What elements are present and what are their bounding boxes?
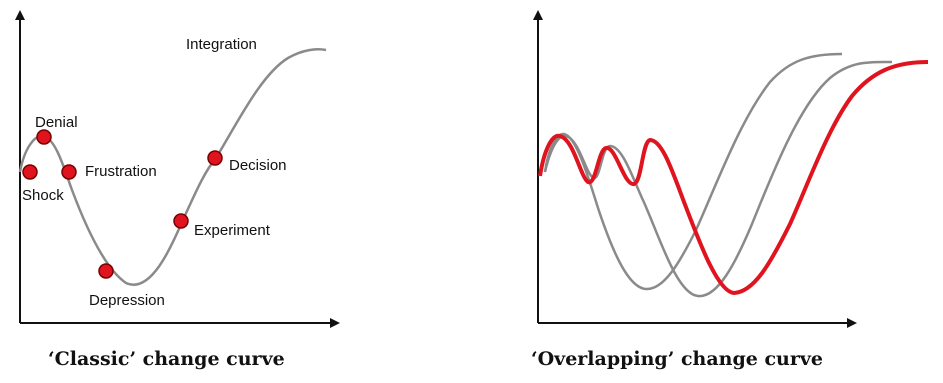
integration-label: Integration <box>186 36 257 53</box>
denial-label: Denial <box>35 114 78 131</box>
decision-marker <box>207 150 223 166</box>
frustration-label: Frustration <box>85 163 157 180</box>
overlapping-curve-panel <box>533 10 929 328</box>
experiment-marker <box>173 213 189 229</box>
denial-marker <box>36 129 52 145</box>
classic-curve-panel: Integration Denial Frustration Decision … <box>15 10 340 328</box>
overlapping-gray-curve-2 <box>543 60 893 298</box>
frustration-marker <box>61 164 77 180</box>
classic-change-curve <box>18 48 327 286</box>
overlapping-red-curve <box>538 60 929 296</box>
shock-marker <box>22 164 38 180</box>
depression-label: Depression <box>89 292 165 309</box>
experiment-label: Experiment <box>194 222 271 239</box>
classic-curve-caption: ‘Classic’ change curve <box>48 348 285 370</box>
overlapping-curve-caption: ‘Overlapping’ change curve <box>531 348 823 370</box>
decision-label: Decision <box>229 157 287 174</box>
depression-marker <box>98 263 114 279</box>
shock-label: Shock <box>22 187 64 204</box>
